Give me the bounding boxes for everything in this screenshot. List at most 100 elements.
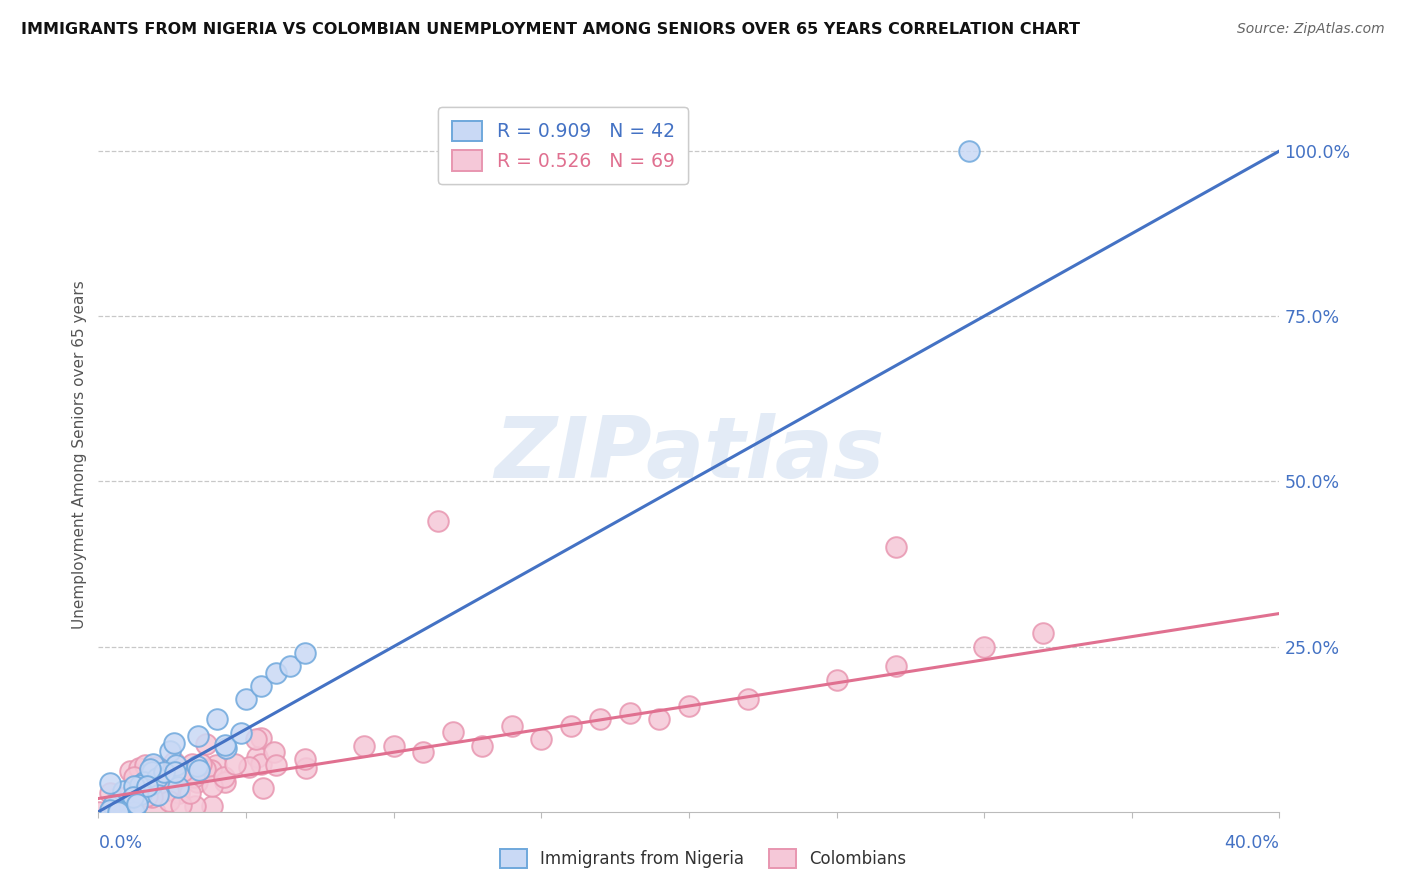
Point xyxy=(98,803,121,817)
Point xyxy=(89,805,111,819)
Point xyxy=(134,782,156,797)
Point xyxy=(167,780,190,795)
Point xyxy=(143,805,166,819)
Point xyxy=(120,801,142,815)
Point xyxy=(648,712,671,726)
Point xyxy=(148,789,170,803)
Point xyxy=(205,712,228,726)
Point xyxy=(121,798,143,813)
Point xyxy=(278,659,302,673)
Point xyxy=(560,719,582,733)
Point xyxy=(678,698,700,713)
Point xyxy=(183,770,205,784)
Point xyxy=(157,794,180,808)
Point xyxy=(149,769,172,783)
Point xyxy=(135,789,157,803)
Point xyxy=(353,739,375,753)
Point xyxy=(186,758,208,772)
Point xyxy=(190,757,212,772)
Point xyxy=(200,763,222,777)
Point xyxy=(294,646,316,660)
Point xyxy=(152,765,174,780)
Point xyxy=(884,541,907,555)
Point xyxy=(145,782,167,797)
Point xyxy=(194,738,217,752)
Point xyxy=(165,765,187,780)
Point xyxy=(294,761,316,775)
Point xyxy=(142,756,165,771)
Point xyxy=(122,789,145,804)
Point xyxy=(201,799,224,814)
Point xyxy=(382,739,405,753)
Text: ZIPatlas: ZIPatlas xyxy=(494,413,884,497)
Point xyxy=(187,729,209,743)
Point xyxy=(214,775,236,789)
Legend: R = 0.909   N = 42, R = 0.526   N = 69: R = 0.909 N = 42, R = 0.526 N = 69 xyxy=(439,108,688,184)
Point xyxy=(172,764,194,778)
Point xyxy=(170,797,193,812)
Point xyxy=(204,758,226,772)
Point xyxy=(180,757,202,772)
Point xyxy=(138,762,160,776)
Point xyxy=(165,758,187,772)
Point xyxy=(264,758,287,772)
Point xyxy=(441,725,464,739)
Point xyxy=(245,731,267,746)
Point xyxy=(501,719,523,733)
Point xyxy=(146,771,169,785)
Point xyxy=(112,805,135,819)
Point xyxy=(184,799,207,814)
Point xyxy=(128,760,150,774)
Point xyxy=(143,760,166,774)
Y-axis label: Unemployment Among Seniors over 65 years: Unemployment Among Seniors over 65 years xyxy=(72,281,87,629)
Point xyxy=(186,775,208,789)
Point xyxy=(412,745,434,759)
Point xyxy=(294,752,316,766)
Point xyxy=(125,797,148,812)
Point xyxy=(122,805,145,819)
Legend: Immigrants from Nigeria, Colombians: Immigrants from Nigeria, Colombians xyxy=(494,843,912,875)
Point xyxy=(201,779,224,793)
Point xyxy=(252,781,274,796)
Point xyxy=(149,772,172,786)
Point xyxy=(179,786,201,800)
Point xyxy=(224,756,246,771)
Point xyxy=(127,797,149,811)
Point xyxy=(118,764,141,778)
Point xyxy=(238,760,260,774)
Point xyxy=(215,741,238,756)
Point xyxy=(250,757,273,772)
Point xyxy=(107,804,129,818)
Point xyxy=(110,805,132,819)
Point xyxy=(156,782,179,797)
Point xyxy=(141,777,163,791)
Point xyxy=(107,805,129,819)
Point xyxy=(959,144,981,158)
Point xyxy=(249,731,271,745)
Point xyxy=(471,739,494,753)
Text: 40.0%: 40.0% xyxy=(1225,834,1279,852)
Point xyxy=(250,679,273,693)
Point xyxy=(212,770,235,784)
Point xyxy=(427,514,450,528)
Text: Source: ZipAtlas.com: Source: ZipAtlas.com xyxy=(1237,22,1385,37)
Point xyxy=(98,786,121,800)
Point xyxy=(162,755,184,769)
Point xyxy=(188,763,211,777)
Point xyxy=(167,786,190,800)
Point xyxy=(129,787,152,801)
Point xyxy=(194,762,217,776)
Point xyxy=(737,692,759,706)
Point xyxy=(132,774,155,789)
Point xyxy=(111,784,134,798)
Point xyxy=(122,770,145,784)
Point xyxy=(246,749,269,764)
Point xyxy=(159,744,181,758)
Point xyxy=(235,692,257,706)
Point xyxy=(530,732,553,747)
Point xyxy=(619,706,641,720)
Point xyxy=(231,726,253,740)
Point xyxy=(129,778,152,792)
Text: 0.0%: 0.0% xyxy=(98,834,142,852)
Point xyxy=(141,764,163,779)
